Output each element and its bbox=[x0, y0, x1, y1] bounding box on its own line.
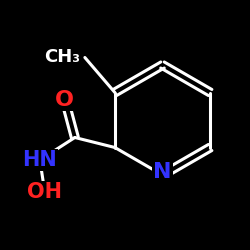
Text: HN: HN bbox=[22, 150, 57, 170]
Text: O: O bbox=[55, 90, 74, 110]
Text: CH₃: CH₃ bbox=[44, 48, 80, 66]
Text: OH: OH bbox=[27, 182, 62, 203]
Text: N: N bbox=[153, 162, 172, 182]
